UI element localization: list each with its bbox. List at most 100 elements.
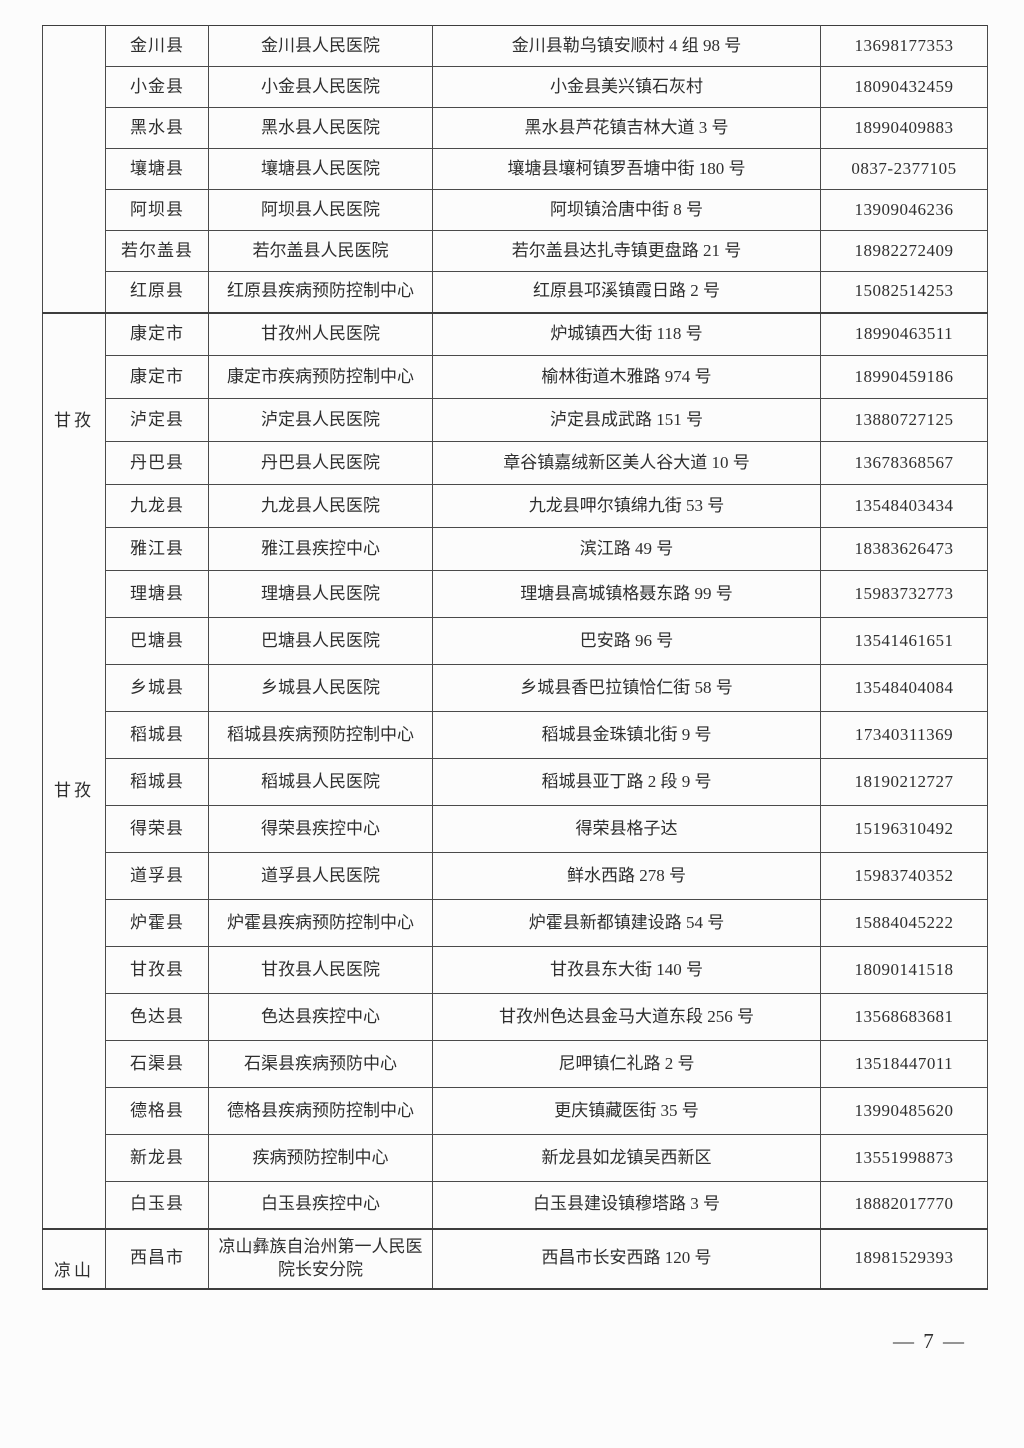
- table-row: 丹巴县 丹巴县人民医院 章谷镇嘉绒新区美人谷大道 10 号 13678368567: [43, 441, 988, 485]
- institution-cell: 色达县疾控中心: [208, 993, 433, 1041]
- address-cell: 金川县勒乌镇安顺村 4 组 98 号: [432, 25, 821, 67]
- address-cell: 黑水县芦花镇吉林大道 3 号: [432, 107, 821, 149]
- phone-cell: 13678368567: [820, 441, 988, 485]
- institution-cell: 道孚县人民医院: [208, 852, 433, 900]
- table-row: 九龙县 九龙县人民医院 九龙县呷尔镇绵九街 53 号 13548403434: [43, 484, 988, 528]
- institution-cell: 稻城县疾病预防控制中心: [208, 711, 433, 759]
- address-cell: 章谷镇嘉绒新区美人谷大道 10 号: [432, 441, 821, 485]
- table-row: 红原县 红原县疾病预防控制中心 红原县邛溪镇霞日路 2 号 15082514253: [43, 271, 988, 313]
- county-cell: 九龙县: [105, 484, 209, 528]
- phone-cell: 15196310492: [820, 805, 988, 853]
- institution-cell: 凉山彝族自治州第一人民医院长安分院: [208, 1227, 433, 1290]
- phone-cell: 13909046236: [820, 189, 988, 231]
- address-cell: 西昌市长安西路 120 号: [432, 1227, 821, 1290]
- phone-cell: 15983740352: [820, 852, 988, 900]
- address-cell: 稻城县金珠镇北街 9 号: [432, 711, 821, 759]
- institution-cell: 泸定县人民医院: [208, 398, 433, 442]
- institution-cell: 小金县人民医院: [208, 66, 433, 108]
- address-cell: 甘孜县东大街 140 号: [432, 946, 821, 994]
- phone-cell: 0837-2377105: [820, 148, 988, 190]
- county-cell: 稻城县: [105, 711, 209, 759]
- county-cell: 阿坝县: [105, 189, 209, 231]
- institution-cell: 疾病预防控制中心: [208, 1134, 433, 1182]
- phone-cell: 18990463511: [820, 311, 988, 356]
- table-row: 若尔盖县 若尔盖县人民医院 若尔盖县达扎寺镇更盘路 21 号 18982272409: [43, 230, 988, 272]
- table-row: 乡城县 乡城县人民医院 乡城县香巴拉镇恰仁街 58 号 13548404084: [43, 664, 988, 712]
- county-cell: 壤塘县: [105, 148, 209, 190]
- phone-cell: 13541461651: [820, 617, 988, 665]
- address-cell: 九龙县呷尔镇绵九街 53 号: [432, 484, 821, 528]
- county-cell: 稻城县: [105, 758, 209, 806]
- county-cell: 巴塘县: [105, 617, 209, 665]
- institution-cell: 金川县人民医院: [208, 25, 433, 67]
- address-cell: 更庆镇藏医街 35 号: [432, 1087, 821, 1135]
- address-cell: 得荣县格子达: [432, 805, 821, 853]
- phone-cell: 13990485620: [820, 1087, 988, 1135]
- page-number: — 7 —: [893, 1329, 966, 1353]
- institution-cell: 白玉县疾控中心: [208, 1181, 433, 1229]
- table-row: 石渠县 石渠县疾病预防中心 尼呷镇仁礼路 2 号 13518447011: [43, 1040, 988, 1088]
- institution-cell: 稻城县人民医院: [208, 758, 433, 806]
- institution-cell: 丹巴县人民医院: [208, 441, 433, 485]
- address-cell: 泸定县成武路 151 号: [432, 398, 821, 442]
- county-cell: 得荣县: [105, 805, 209, 853]
- county-cell: 金川县: [105, 25, 209, 67]
- county-cell: 西昌市: [105, 1227, 209, 1290]
- institution-cell: 得荣县疾控中心: [208, 805, 433, 853]
- table-row: 小金县 小金县人民医院 小金县美兴镇石灰村 18090432459: [43, 66, 988, 108]
- address-cell: 乡城县香巴拉镇恰仁街 58 号: [432, 664, 821, 712]
- institution-cell: 德格县疾病预防控制中心: [208, 1087, 433, 1135]
- table-row: 巴塘县 巴塘县人民医院 巴安路 96 号 13541461651: [43, 617, 988, 665]
- phone-cell: 18982272409: [820, 230, 988, 272]
- county-cell: 红原县: [105, 271, 209, 313]
- phone-cell: 18990409883: [820, 107, 988, 149]
- county-cell: 石渠县: [105, 1040, 209, 1088]
- institution-cell: 甘孜县人民医院: [208, 946, 433, 994]
- contact-table: 金川县 金川县人民医院 金川县勒乌镇安顺村 4 组 98 号 13698177353 小…: [42, 25, 988, 1290]
- county-cell: 乡城县: [105, 664, 209, 712]
- prefecture-cell: 甘孜 甘孜: [42, 311, 106, 1229]
- institution-cell: 石渠县疾病预防中心: [208, 1040, 433, 1088]
- address-cell: 榆林街道木雅路 974 号: [432, 355, 821, 399]
- table-row: 理塘县 理塘县人民医院 理塘县高城镇格聂东路 99 号 15983732773: [43, 570, 988, 618]
- county-cell: 色达县: [105, 993, 209, 1041]
- institution-cell: 阿坝县人民医院: [208, 189, 433, 231]
- table-row: 得荣县 得荣县疾控中心 得荣县格子达 15196310492: [43, 805, 988, 853]
- table-row: 金川县 金川县人民医院 金川县勒乌镇安顺村 4 组 98 号 13698177353: [42, 25, 988, 313]
- institution-cell: 康定市疾病预防控制中心: [208, 355, 433, 399]
- address-cell: 新龙县如龙镇吴西新区: [432, 1134, 821, 1182]
- phone-cell: 18190212727: [820, 758, 988, 806]
- institution-cell: 雅江县疾控中心: [208, 527, 433, 571]
- phone-cell: 17340311369: [820, 711, 988, 759]
- institution-cell: 壤塘县人民医院: [208, 148, 433, 190]
- phone-cell: 15983732773: [820, 570, 988, 618]
- county-cell: 泸定县: [105, 398, 209, 442]
- institution-cell: 甘孜州人民医院: [208, 311, 433, 356]
- phone-cell: 18990459186: [820, 355, 988, 399]
- table-row: 泸定县 泸定县人民医院 泸定县成武路 151 号 13880727125: [43, 398, 988, 442]
- phone-cell: 18981529393: [820, 1227, 988, 1290]
- table-row: 凉山 西昌市 凉山彝族自治州第一人民医院长安分院 西昌市长安西路 120 号 18981…: [42, 1227, 988, 1290]
- prefecture-label: 甘孜: [54, 780, 94, 800]
- phone-cell: 18090432459: [820, 66, 988, 108]
- phone-cell: 13518447011: [820, 1040, 988, 1088]
- address-cell: 巴安路 96 号: [432, 617, 821, 665]
- county-cell: 黑水县: [105, 107, 209, 149]
- table-row: 色达县 色达县疾控中心 甘孜州色达县金马大道东段 256 号 13568683681: [43, 993, 988, 1041]
- county-cell: 德格县: [105, 1087, 209, 1135]
- institution-cell: 乡城县人民医院: [208, 664, 433, 712]
- institution-cell: 九龙县人民医院: [208, 484, 433, 528]
- county-cell: 雅江县: [105, 527, 209, 571]
- table-row: 白玉县 白玉县疾控中心 白玉县建设镇穆塔路 3 号 18882017770: [43, 1181, 988, 1229]
- table-row: 稻城县 稻城县疾病预防控制中心 稻城县金珠镇北街 9 号 17340311369: [43, 711, 988, 759]
- institution-cell: 巴塘县人民医院: [208, 617, 433, 665]
- table-row: 稻城县 稻城县人民医院 稻城县亚丁路 2 段 9 号 18190212727: [43, 758, 988, 806]
- address-cell: 小金县美兴镇石灰村: [432, 66, 821, 108]
- phone-cell: 18882017770: [820, 1181, 988, 1229]
- address-cell: 甘孜州色达县金马大道东段 256 号: [432, 993, 821, 1041]
- address-cell: 若尔盖县达扎寺镇更盘路 21 号: [432, 230, 821, 272]
- address-cell: 炉霍县新都镇建设路 54 号: [432, 899, 821, 947]
- county-cell: 道孚县: [105, 852, 209, 900]
- table-row: 雅江县 雅江县疾控中心 滨江路 49 号 18383626473: [43, 527, 988, 571]
